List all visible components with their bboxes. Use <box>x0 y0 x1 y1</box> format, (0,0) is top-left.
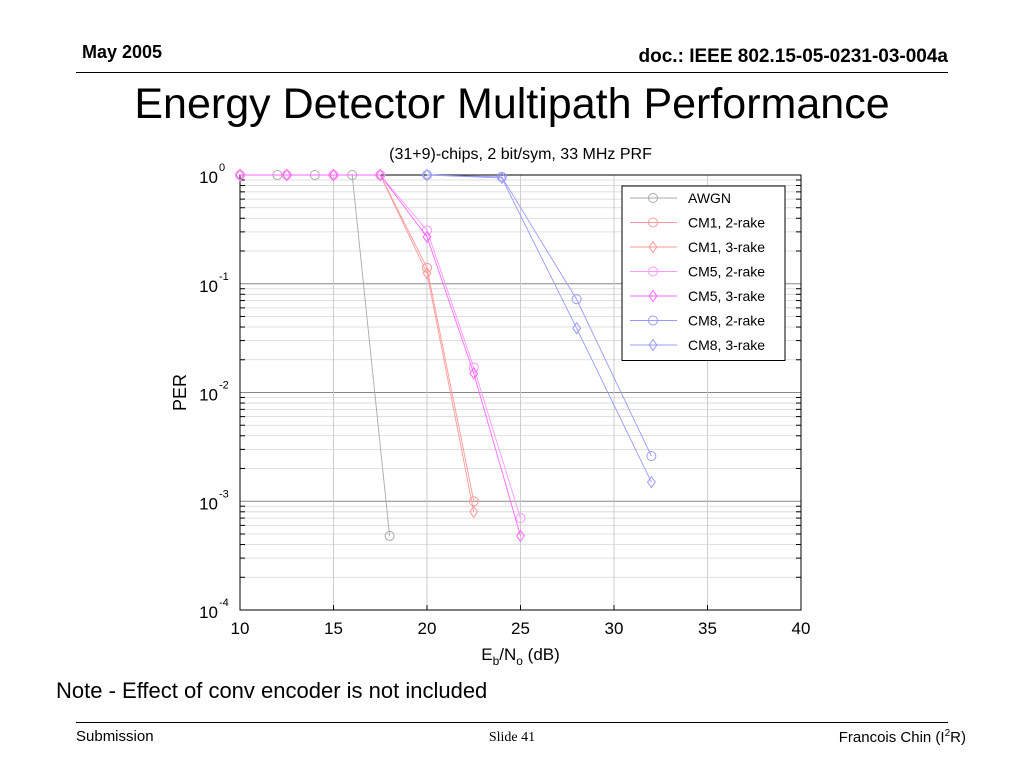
series-cm8-2-rake <box>422 170 657 462</box>
data-point <box>572 321 582 335</box>
x-tick-label: 40 <box>792 619 811 638</box>
x-label-subscript: o <box>516 654 523 668</box>
y-tick-exponent: -2 <box>219 380 229 392</box>
data-point <box>375 168 385 182</box>
legend-marker <box>648 315 658 326</box>
y-tick-exponent: 0 <box>219 162 225 174</box>
data-point <box>469 505 479 519</box>
data-point <box>468 362 479 373</box>
data-point <box>646 451 657 462</box>
legend-label: CM1, 2-rake <box>688 215 765 231</box>
y-tick-label: 10 <box>199 168 218 187</box>
legend-marker <box>648 217 658 228</box>
data-point <box>422 230 432 244</box>
x-tick-label: 15 <box>324 619 343 638</box>
x-label-part: (dB) <box>523 645 560 664</box>
slide-title: Energy Detector Multipath Performance <box>134 80 890 128</box>
series-line <box>240 174 521 519</box>
x-tick-label: 10 <box>231 619 250 638</box>
series-cm5-3-rake <box>235 168 525 543</box>
series-cm5-2-rake <box>235 170 526 524</box>
x-label-subscript: b <box>493 654 500 668</box>
data-point <box>516 529 525 543</box>
y-tick-label: 10 <box>199 277 218 296</box>
legend-marker <box>648 338 658 352</box>
data-point <box>469 366 479 380</box>
series-awgn <box>235 170 395 541</box>
data-point <box>384 530 395 541</box>
legend-label: CM8, 2-rake <box>688 313 765 329</box>
x-tick-label: 35 <box>698 619 717 638</box>
legend-marker <box>648 193 658 203</box>
data-point <box>571 294 582 305</box>
footer-author: Francois Chin (I2R) <box>839 728 966 746</box>
x-label-part: /N <box>499 645 516 664</box>
legend-label: CM5, 2-rake <box>688 264 765 280</box>
y-axis-label: PER <box>170 374 190 411</box>
legend-label: AWGN <box>688 190 731 206</box>
x-tick-label: 20 <box>418 619 437 638</box>
footer-submission: Submission <box>76 728 154 745</box>
legend-marker <box>648 289 658 303</box>
legend-marker <box>648 266 658 277</box>
slide-note: Note - Effect of conv encoder is not inc… <box>56 678 488 703</box>
header-divider <box>76 72 948 73</box>
y-tick-exponent: -4 <box>219 597 229 609</box>
footer-slide-number: Slide 41 <box>488 730 536 745</box>
data-point <box>329 168 338 182</box>
header-date: May 2005 <box>82 42 163 62</box>
data-point <box>282 168 292 182</box>
y-tick-label: 10 <box>199 494 218 513</box>
footer-divider <box>76 722 948 723</box>
data-point <box>422 168 432 182</box>
series-line <box>240 174 475 512</box>
footer-author-suffix: R) <box>950 729 966 746</box>
series-line <box>426 174 652 457</box>
legend-label: CM8, 3-rake <box>688 337 765 353</box>
data-point <box>235 168 245 182</box>
series-line <box>240 174 521 537</box>
data-point <box>497 171 507 185</box>
series-line <box>426 174 652 483</box>
x-axis-label: Eb/No (dB) <box>481 645 560 668</box>
legend: AWGN CM1, 2-rake CM1, 3-rake CM5, 2-rake CM5… <box>621 185 786 361</box>
series-cm8-3-rake <box>422 168 656 489</box>
data-point <box>515 513 526 524</box>
y-tick-exponent: -3 <box>219 488 229 500</box>
x-tick-label: 25 <box>511 619 530 638</box>
data-point <box>422 266 432 280</box>
y-tick-exponent: -1 <box>219 271 229 283</box>
legend-label: CM5, 3-rake <box>688 288 765 304</box>
x-label-part: E <box>481 645 492 664</box>
header-doc-id: doc.: IEEE 802.15-05-0231-03-004a <box>638 46 948 67</box>
footer-author-sup: 2 <box>944 728 951 739</box>
chart-title: (31+9)-chips, 2 bit/sym, 33 MHz PRF <box>389 146 652 163</box>
legend-marker <box>648 240 658 254</box>
y-tick-label: 10 <box>199 386 218 405</box>
data-point <box>646 475 656 489</box>
footer-author-prefix: Francois Chin (I <box>838 729 945 746</box>
x-tick-label: 30 <box>605 619 624 638</box>
legend-label: CM1, 3-rake <box>688 239 765 255</box>
plot-frame <box>239 174 802 611</box>
y-tick-label: 10 <box>199 603 218 622</box>
series-line <box>240 174 391 536</box>
